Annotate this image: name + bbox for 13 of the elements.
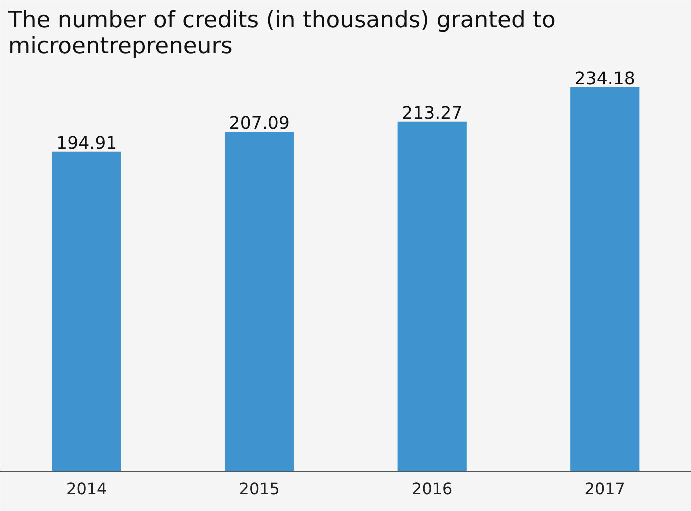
bar: [225, 132, 294, 472]
data-label: 194.91: [56, 134, 118, 154]
bar: [52, 152, 122, 472]
chart-title: The number of credits (in thousands) granted to microentrepreneurs: [8, 8, 556, 60]
bar: [398, 122, 467, 472]
data-label: 213.27: [402, 104, 463, 124]
data-label: 234.18: [574, 70, 636, 90]
bar: [570, 88, 640, 472]
data-label: 207.09: [229, 114, 290, 134]
x-tick-label: 2015: [239, 480, 280, 498]
x-tick-label: 2017: [584, 480, 626, 498]
x-tick-label: 2016: [412, 480, 453, 498]
x-tick-label: 2014: [66, 480, 108, 498]
